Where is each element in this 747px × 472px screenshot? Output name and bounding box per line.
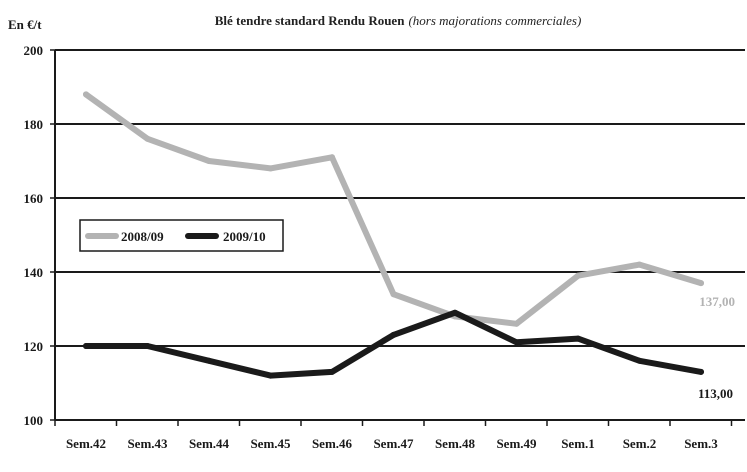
data-point (144, 343, 151, 349)
series-line-2009-10 (83, 309, 704, 379)
data-point (636, 261, 643, 268)
end-value-label: 137,00 (699, 294, 735, 309)
y-tick-label: 200 (24, 43, 44, 58)
data-point (206, 158, 212, 164)
data-point (390, 291, 397, 298)
legend-label: 2008/09 (121, 229, 164, 244)
data-point (575, 272, 581, 279)
series-lines (83, 91, 704, 379)
x-tick-label: Sem.1 (561, 436, 595, 451)
series-line-2008-09 (83, 91, 704, 327)
end-value-labels: 137,00 113,00 (698, 294, 735, 401)
data-point (206, 357, 212, 364)
y-tick-label: 100 (24, 413, 44, 428)
x-tick-label: Sem.44 (189, 436, 230, 451)
axes (50, 49, 745, 426)
data-point (575, 335, 581, 342)
gridlines (55, 49, 745, 347)
data-point (698, 368, 704, 375)
legend: 2008/09 2009/10 (79, 219, 284, 252)
data-point (144, 135, 151, 142)
x-tick-label: Sem.47 (373, 436, 414, 451)
y-axis-label: En €/t (8, 17, 42, 32)
y-tick-label: 120 (24, 339, 44, 354)
data-point (329, 368, 335, 375)
y-tick-label: 140 (24, 265, 44, 280)
y-tick-label: 180 (24, 117, 44, 132)
data-point (513, 320, 520, 327)
x-tick-label: Sem.2 (623, 436, 657, 451)
x-tick-label: Sem.49 (496, 436, 537, 451)
y-tick-labels: 100 120 140 160 180 200 (24, 43, 44, 428)
data-point (329, 154, 335, 161)
data-point (452, 309, 458, 316)
x-tick-label: Sem.48 (435, 436, 476, 451)
data-point (513, 339, 520, 346)
x-tick-label: Sem.45 (250, 436, 291, 451)
data-point (636, 357, 643, 364)
data-point (267, 165, 274, 172)
legend-label: 2009/10 (223, 229, 266, 244)
x-tick-label: Sem.42 (66, 436, 106, 451)
data-point (390, 331, 397, 338)
chart-title: Blé tendre standard Rendu Rouen (hors ma… (215, 12, 582, 29)
data-point (698, 280, 704, 287)
x-tick-labels: Sem.42 Sem.43 Sem.44 Sem.45 Sem.46 Sem.47 Sem.… (66, 436, 718, 451)
x-tick-label: Sem.46 (312, 436, 353, 451)
y-tick-label: 160 (24, 191, 44, 206)
end-value-label: 113,00 (698, 386, 733, 401)
x-tick-label: Sem.43 (127, 436, 168, 451)
x-tick-label: Sem.3 (684, 436, 718, 451)
data-point (83, 91, 89, 98)
data-point (267, 372, 274, 379)
data-point (83, 343, 89, 349)
